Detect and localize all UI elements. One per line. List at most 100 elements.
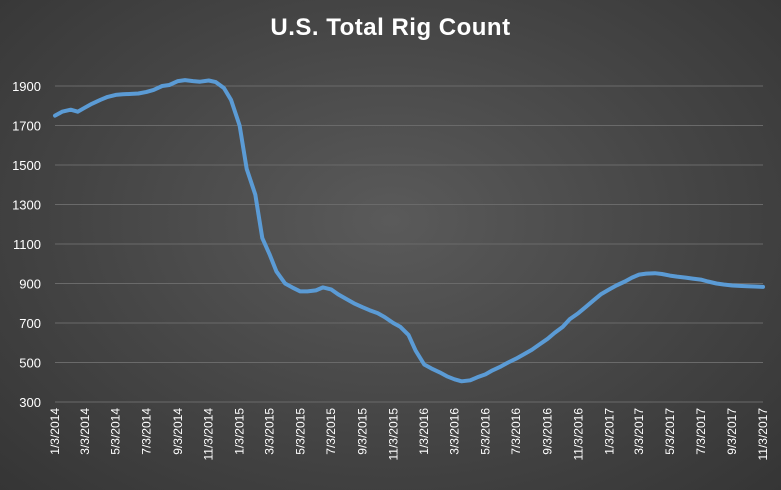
x-tick-label: 3/3/2015 — [262, 408, 276, 455]
data-point — [83, 106, 87, 110]
data-point — [521, 353, 525, 357]
data-point — [699, 278, 703, 282]
y-tick-label: 500 — [19, 356, 41, 371]
data-point — [183, 78, 187, 82]
data-point — [376, 311, 380, 315]
series-layer — [53, 78, 765, 384]
data-point — [407, 333, 410, 337]
data-point — [176, 79, 180, 83]
data-point — [222, 86, 226, 90]
data-point — [576, 311, 580, 315]
y-tick-label: 900 — [19, 277, 41, 292]
data-point — [761, 285, 765, 289]
x-tick-label: 5/3/2015 — [293, 408, 307, 455]
x-tick-label: 11/3/2016 — [571, 408, 585, 461]
x-tick-label: 7/3/2016 — [509, 408, 523, 455]
data-point — [321, 285, 325, 289]
data-point — [398, 325, 402, 329]
data-point — [468, 378, 472, 382]
data-point — [121, 92, 125, 96]
data-point — [691, 277, 695, 281]
data-point — [706, 280, 710, 283]
data-point — [336, 292, 340, 296]
x-tick-label: 9/3/2016 — [541, 408, 555, 455]
data-point — [660, 272, 664, 276]
y-tick-label: 1100 — [13, 237, 41, 252]
data-point — [238, 124, 242, 127]
x-tick-label: 1/3/2015 — [233, 408, 247, 455]
data-point — [475, 375, 479, 379]
data-point — [160, 84, 164, 88]
data-point — [584, 305, 587, 309]
x-axis-tick-labels: 1/3/2014 3/3/2014 5/3/2014 7/3/2014 9/3/2014… — [48, 408, 770, 461]
data-point — [644, 272, 648, 276]
data-point — [483, 372, 487, 376]
data-point — [499, 364, 503, 368]
data-point — [592, 298, 596, 302]
data-point — [129, 92, 133, 96]
data-point — [553, 331, 557, 335]
y-tick-label: 300 — [19, 395, 41, 410]
data-point — [145, 90, 148, 94]
gridlines — [55, 85, 763, 403]
data-point — [637, 273, 641, 277]
data-point — [253, 193, 257, 197]
data-point — [53, 114, 57, 118]
x-tick-label: 3/3/2014 — [78, 408, 92, 455]
x-tick-label: 3/3/2016 — [448, 408, 462, 455]
data-point — [361, 305, 364, 309]
data-point — [460, 379, 464, 383]
x-tick-label: 1/3/2016 — [417, 408, 431, 455]
data-point — [207, 79, 211, 82]
data-point — [345, 297, 349, 301]
data-point — [191, 79, 195, 83]
data-point — [283, 282, 287, 285]
data-point — [684, 276, 688, 280]
data-point — [305, 289, 309, 293]
data-point — [614, 284, 618, 287]
data-point — [722, 283, 726, 286]
data-point — [453, 377, 456, 381]
data-point — [298, 289, 302, 293]
y-tick-label: 700 — [19, 316, 41, 331]
data-point — [275, 270, 278, 274]
y-tick-label: 1500 — [12, 158, 41, 173]
data-point — [90, 102, 94, 106]
data-point — [745, 284, 749, 288]
data-point — [568, 317, 572, 321]
data-point — [438, 370, 442, 374]
x-tick-label: 11/3/2017 — [756, 408, 770, 461]
data-point — [414, 349, 418, 353]
data-point — [352, 301, 356, 305]
data-point — [391, 321, 395, 325]
data-point — [260, 236, 264, 240]
x-tick-label: 5/3/2014 — [109, 408, 123, 455]
data-point — [383, 315, 387, 319]
x-tick-label: 5/3/2016 — [478, 408, 492, 455]
data-point — [537, 343, 541, 347]
data-point — [514, 357, 518, 361]
data-point — [114, 93, 118, 97]
y-tick-label: 1300 — [12, 198, 41, 213]
x-tick-label: 1/3/2014 — [48, 408, 62, 455]
data-point — [69, 108, 73, 112]
data-point — [152, 88, 156, 92]
data-point — [730, 284, 734, 287]
x-tick-label: 11/3/2014 — [202, 408, 216, 461]
data-point — [76, 110, 80, 114]
data-point — [675, 275, 679, 279]
y-tick-label: 1900 — [12, 79, 41, 94]
data-point — [752, 285, 756, 288]
data-point — [99, 98, 102, 102]
data-point — [506, 361, 510, 364]
x-tick-label: 9/3/2015 — [355, 408, 369, 455]
x-tick-label: 9/3/2014 — [171, 408, 185, 455]
data-point — [60, 110, 64, 114]
data-point — [198, 80, 202, 84]
data-point — [623, 280, 627, 283]
y-axis-tick-labels: 300 500 700 900 1100 1300 1500 1700 1900 — [12, 79, 41, 410]
data-point — [368, 308, 372, 312]
data-point — [314, 288, 318, 292]
data-point — [329, 287, 333, 291]
